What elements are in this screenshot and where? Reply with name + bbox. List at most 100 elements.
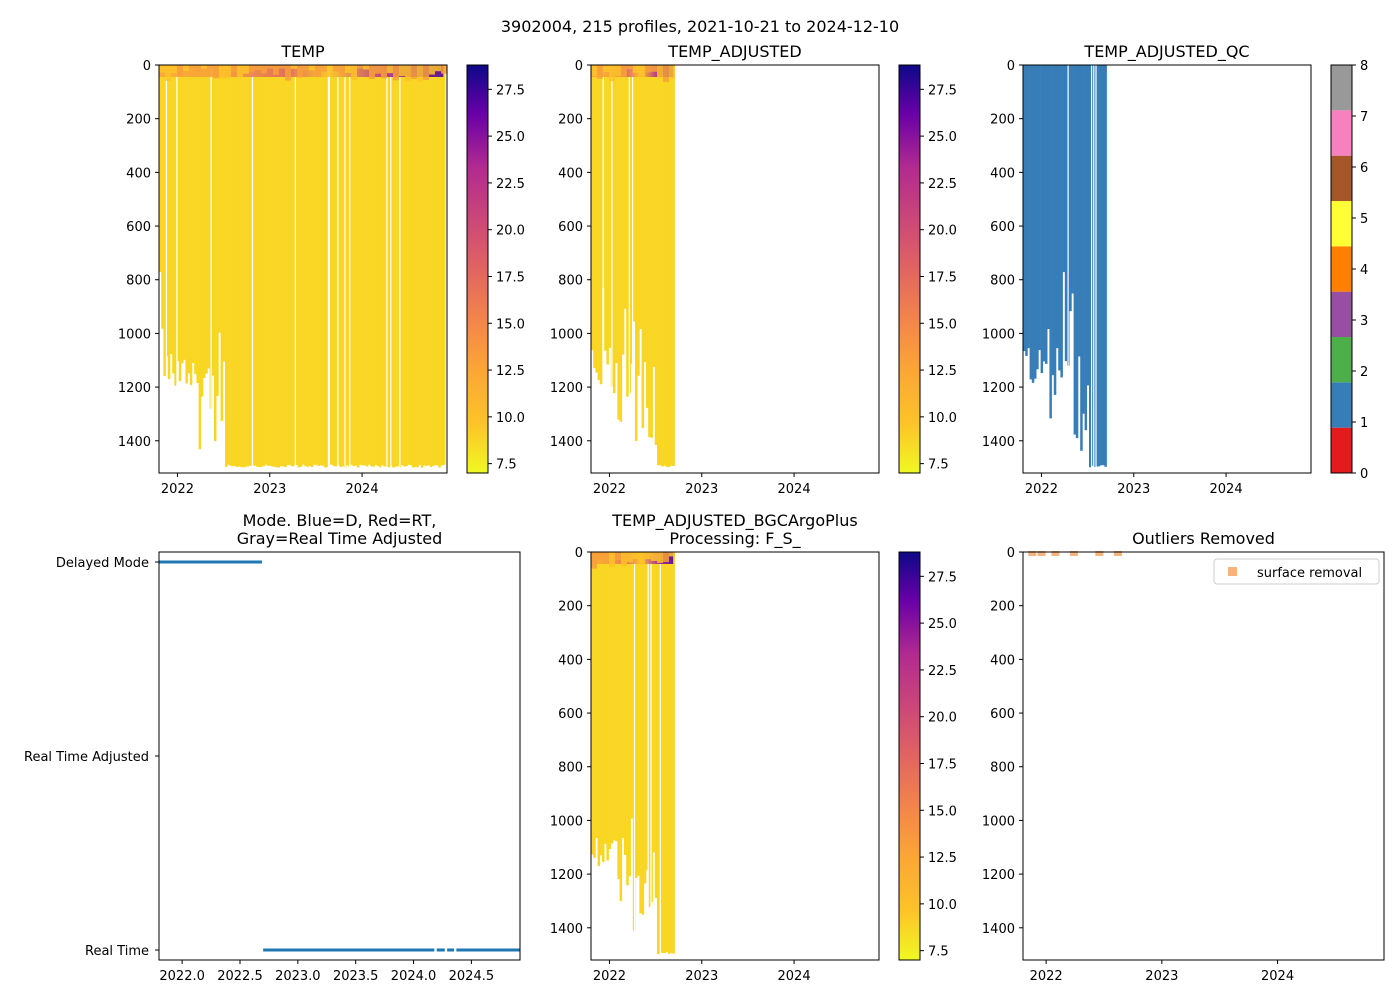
profile-column: [591, 65, 594, 351]
profile-column: [330, 65, 334, 465]
surface-cell: [345, 65, 351, 74]
profile-column: [665, 65, 669, 468]
outlier-point: [1095, 551, 1104, 556]
profile-column: [255, 65, 259, 467]
profile-column: [440, 65, 444, 466]
profile-column: [632, 65, 636, 322]
profile-column: [319, 65, 323, 466]
profile-gap: [1095, 65, 1097, 473]
profile-column: [1064, 65, 1068, 362]
profile-column: [308, 65, 312, 467]
surface-cell: [627, 65, 633, 70]
profile-column: [1056, 65, 1059, 349]
profile-column: [595, 65, 598, 373]
outliers-panel: Outliers Removed 2022 2023 2024 0 200 400 600 80…: [982, 529, 1385, 984]
surface-cell: [273, 65, 279, 75]
profile-gap: [294, 65, 296, 473]
profile-gap: [1090, 65, 1093, 473]
colorbar-tick-label: 22.5: [496, 177, 525, 192]
colorbar-segment: [1331, 110, 1352, 156]
profile-column: [172, 65, 175, 374]
profile-column: [368, 65, 371, 465]
surface-cell: [387, 65, 393, 74]
axes-frame: [590, 551, 880, 961]
surface-cell: [201, 65, 207, 69]
y-tick-label: 600: [558, 707, 583, 722]
profile-gap: [611, 65, 613, 473]
profile-column: [624, 65, 627, 309]
profile-column: [661, 65, 664, 467]
surface-cell: [609, 552, 615, 568]
colorbar-tick-label: 17.5: [928, 270, 957, 285]
profile-column: [1080, 65, 1083, 451]
surface-cell: [165, 65, 171, 81]
profile-gap: [1067, 65, 1069, 473]
profile-column: [604, 65, 607, 351]
profile-column: [231, 65, 235, 467]
colorbar-tick-label: 27.5: [496, 83, 525, 98]
profile-column: [291, 65, 294, 467]
profile-column: [392, 65, 395, 468]
profile-column: [253, 65, 257, 466]
figure-suptitle: 3902004, 215 profiles, 2021-10-21 to 202…: [501, 17, 899, 36]
y-tick-label: 0: [575, 546, 583, 561]
profile-column: [610, 552, 614, 844]
colorbar-tick-label: 7.5: [928, 458, 949, 473]
y-tick-label: 200: [126, 113, 151, 128]
profile-column: [416, 65, 419, 468]
profile-column: [244, 65, 248, 467]
surface-cell: [171, 65, 177, 74]
surface-cell: [177, 65, 183, 77]
profile-column: [672, 65, 675, 466]
profile-column: [203, 65, 206, 378]
profile-column: [352, 65, 356, 467]
surface-cell: [591, 552, 597, 569]
surface-cell: [315, 65, 321, 77]
surface-cell: [669, 65, 675, 79]
surface-cell: [615, 65, 621, 77]
surface-cell: [645, 65, 651, 73]
colorbar-tick-label: 17.5: [928, 757, 957, 772]
legend-box: [1213, 558, 1380, 585]
profile-column: [427, 65, 430, 466]
surface-cell: [333, 65, 339, 72]
profile-column: [650, 552, 653, 903]
colorbar-tick-label: 17.5: [496, 270, 525, 285]
y-tick-label: 1400: [982, 435, 1015, 450]
surface-cell: [183, 65, 189, 71]
colorbar-tick-label: 5: [1360, 212, 1368, 227]
surface-cell: [621, 65, 627, 78]
y-tick-label: 1400: [550, 922, 583, 937]
colorbar-segment: [1331, 65, 1352, 111]
y-tick-label: 400: [558, 653, 583, 668]
profile-column: [326, 65, 329, 468]
profile-column: [619, 552, 623, 902]
profile-column: [310, 65, 314, 467]
colorbar-tick-label: 15.0: [496, 317, 525, 332]
surface-cell: [591, 65, 597, 77]
profile-gap: [632, 65, 634, 473]
profile-column: [363, 65, 367, 466]
profile-column: [370, 65, 373, 467]
profile-column: [617, 65, 620, 420]
profile-column: [163, 65, 166, 377]
profile-column: [1078, 65, 1081, 357]
y-tick-label: 600: [990, 220, 1015, 235]
profile-column: [639, 65, 642, 330]
y-tick-label: 600: [126, 220, 151, 235]
profile-column: [635, 65, 638, 442]
profile-column: [1038, 65, 1041, 351]
colorbar-tick-label: 20.0: [928, 711, 957, 726]
outlier-point: [1037, 551, 1046, 556]
surface-cell: [267, 65, 273, 69]
x-tick-label: 2023: [1117, 482, 1150, 497]
y-tick-label: 400: [990, 166, 1015, 181]
mode-gap: [444, 947, 448, 953]
surface-cell: [609, 65, 615, 82]
profile-column: [1100, 65, 1103, 466]
profile-column: [1058, 65, 1061, 371]
profile-column: [438, 65, 441, 468]
surface-cell: [639, 65, 645, 78]
surface-cell: [291, 65, 297, 69]
profile-column: [615, 552, 618, 842]
